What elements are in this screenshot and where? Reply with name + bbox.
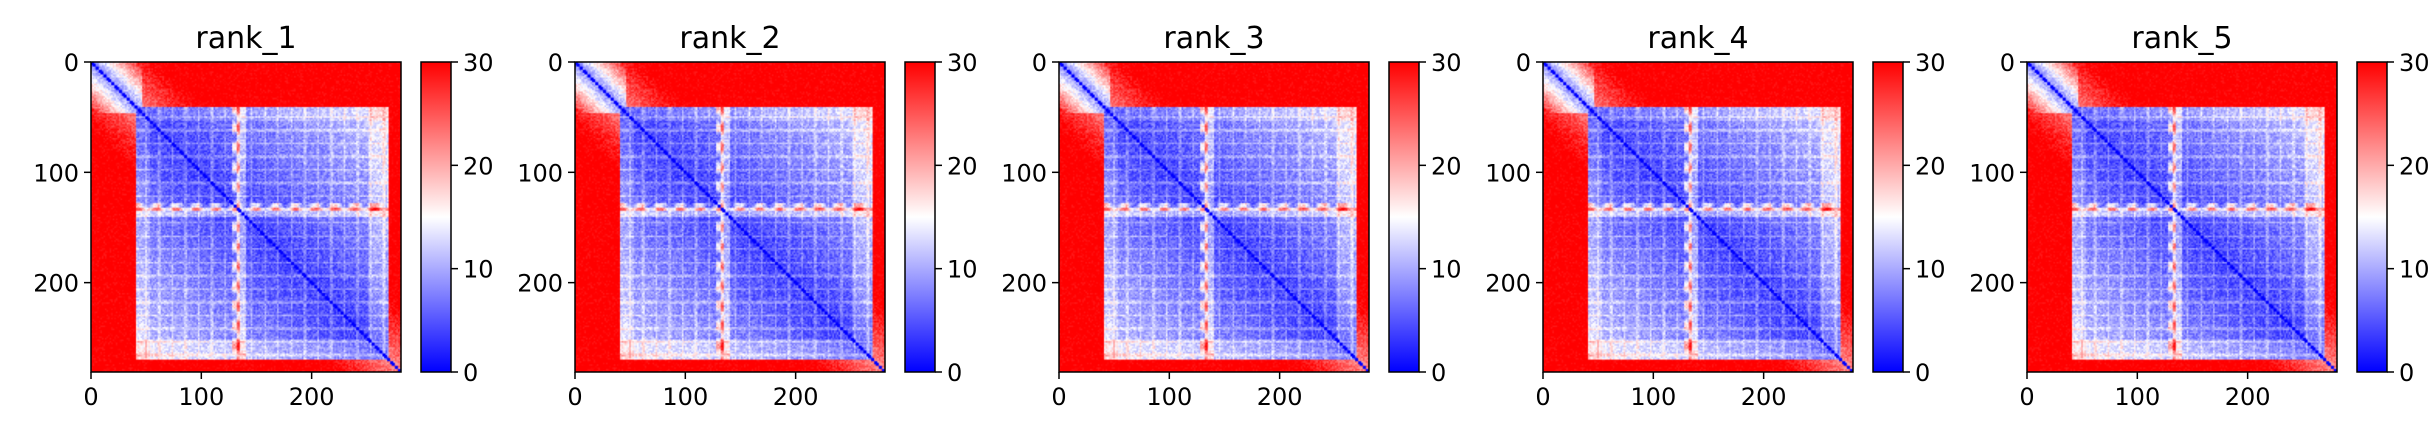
panel-3: rank_3 0 100 200 0 100 200 0 10 20 30 xyxy=(1001,21,1461,411)
y-tick-label: 200 xyxy=(33,270,79,298)
colorbar-tick-label: 10 xyxy=(1915,256,1946,284)
panel-title: rank_2 xyxy=(679,21,780,56)
x-tick-label: 200 xyxy=(2225,383,2271,411)
colorbar-tick-label: 30 xyxy=(463,49,494,77)
colorbar-tick-label: 0 xyxy=(1915,359,1930,387)
y-tick-label: 0 xyxy=(64,49,79,77)
colorbar-tick-label: 0 xyxy=(1431,359,1446,387)
y-tick-label: 100 xyxy=(33,159,79,187)
panel-5: rank_5 0 100 200 0 100 200 0 10 20 30 xyxy=(1969,21,2429,411)
x-tick-label: 200 xyxy=(773,383,819,411)
axes-frame xyxy=(574,61,886,373)
panel-title: rank_3 xyxy=(1163,21,1264,56)
x-tick-label: 100 xyxy=(178,383,224,411)
x-tick-label: 200 xyxy=(1741,383,1787,411)
x-tick-label: 100 xyxy=(662,383,708,411)
y-tick-label: 200 xyxy=(1485,270,1531,298)
colorbar-tick-label: 20 xyxy=(2399,152,2430,180)
x-tick-label: 0 xyxy=(83,383,98,411)
x-tick-label: 0 xyxy=(567,383,582,411)
colorbar-tick-label: 20 xyxy=(463,152,494,180)
colorbar xyxy=(1388,61,1420,373)
y-tick-label: 200 xyxy=(1969,270,2015,298)
x-tick-label: 0 xyxy=(2019,383,2034,411)
y-tick-label: 200 xyxy=(517,270,563,298)
y-tick-label: 100 xyxy=(517,159,563,187)
colorbar-tick-label: 30 xyxy=(947,49,978,77)
heatmap-image xyxy=(1543,62,1853,372)
colorbar xyxy=(2356,61,2388,373)
x-tick-label: 200 xyxy=(1257,383,1303,411)
colorbar xyxy=(1872,61,1904,373)
panel-2: rank_2 0 100 200 0 100 200 0 10 20 30 xyxy=(517,21,977,411)
panel-title: rank_5 xyxy=(2131,21,2232,56)
y-tick-label: 200 xyxy=(1001,270,1047,298)
x-tick-label: 0 xyxy=(1535,383,1550,411)
y-tick-label: 100 xyxy=(1001,159,1047,187)
panel-title: rank_4 xyxy=(1647,21,1748,56)
colorbar-tick-label: 10 xyxy=(2399,256,2430,284)
x-tick-label: 100 xyxy=(2114,383,2160,411)
axes-frame xyxy=(90,61,402,373)
axes-frame xyxy=(1542,61,1854,373)
colorbar-tick-label: 30 xyxy=(2399,49,2430,77)
colorbar-tick-label: 20 xyxy=(1431,152,1462,180)
colorbar-tick-label: 10 xyxy=(463,256,494,284)
y-tick-label: 0 xyxy=(1516,49,1531,77)
y-tick-label: 0 xyxy=(1032,49,1047,77)
y-tick-label: 100 xyxy=(1969,159,2015,187)
x-tick-label: 200 xyxy=(289,383,335,411)
colorbar-tick-label: 0 xyxy=(947,359,962,387)
colorbar-tick-label: 10 xyxy=(947,256,978,284)
x-tick-label: 100 xyxy=(1630,383,1676,411)
heatmap-image xyxy=(575,62,885,372)
colorbar-tick-label: 0 xyxy=(2399,359,2414,387)
panel-4: rank_4 0 100 200 0 100 200 0 10 20 30 xyxy=(1485,21,1945,411)
colorbar-tick-label: 20 xyxy=(947,152,978,180)
colorbar-tick-label: 0 xyxy=(463,359,478,387)
y-tick-label: 0 xyxy=(2000,49,2015,77)
axes-frame xyxy=(2026,61,2338,373)
y-tick-label: 0 xyxy=(548,49,563,77)
colorbar xyxy=(904,61,936,373)
y-tick-label: 100 xyxy=(1485,159,1531,187)
colorbar-tick-label: 30 xyxy=(1431,49,1462,77)
panel-title: rank_1 xyxy=(195,21,296,56)
heatmap-image xyxy=(91,62,401,372)
x-tick-label: 100 xyxy=(1146,383,1192,411)
panel-1: rank_1 0 100 200 0 100 200 0 10 20 30 xyxy=(33,21,493,411)
colorbar xyxy=(420,61,452,373)
x-tick-label: 0 xyxy=(1051,383,1066,411)
colorbar-tick-label: 30 xyxy=(1915,49,1946,77)
colorbar-tick-label: 10 xyxy=(1431,256,1462,284)
heatmap-image xyxy=(1059,62,1369,372)
colorbar-tick-label: 20 xyxy=(1915,152,1946,180)
heatmap-image xyxy=(2027,62,2337,372)
axes-frame xyxy=(1058,61,1370,373)
